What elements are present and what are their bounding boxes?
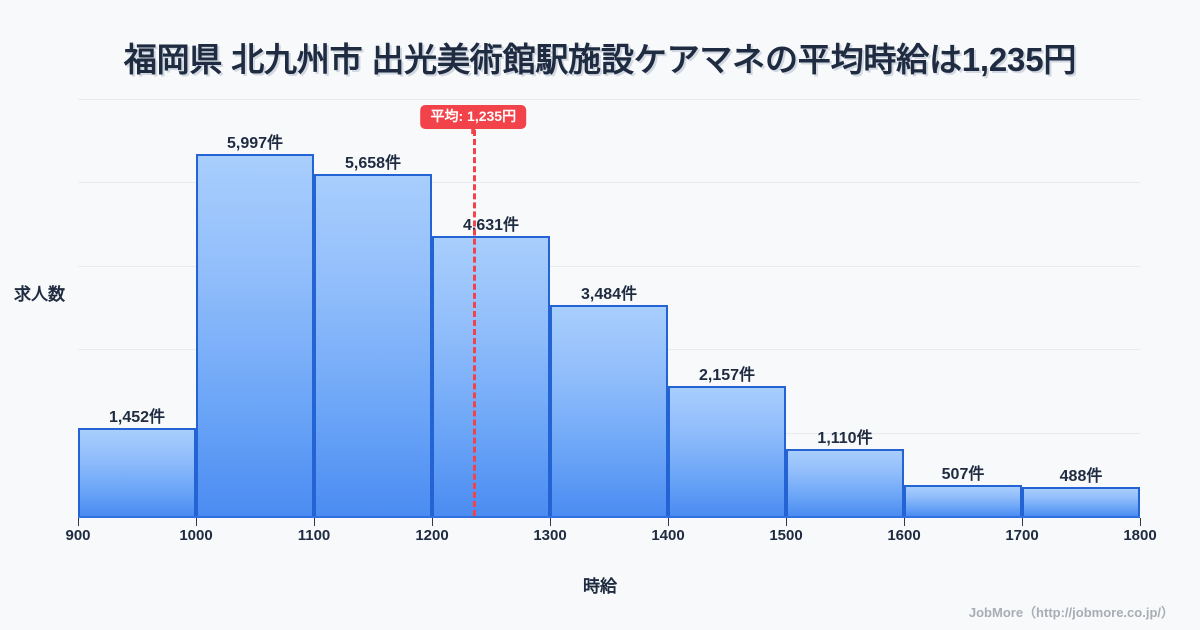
bar-value-label: 1,452件 xyxy=(108,409,166,427)
x-axis-tick xyxy=(904,518,905,526)
histogram-bar[interactable] xyxy=(1022,486,1140,516)
histogram-bar[interactable] xyxy=(668,385,786,516)
bar-value-label: 5,658件 xyxy=(344,155,402,173)
histogram-bar[interactable] xyxy=(786,448,904,516)
bar-value-label: 488件 xyxy=(1059,467,1103,485)
gridline xyxy=(78,182,1140,183)
x-axis-tick xyxy=(668,518,669,526)
x-axis-tick xyxy=(432,518,433,526)
histogram-bar[interactable] xyxy=(314,174,432,516)
x-axis-tick-label: 1400 xyxy=(651,527,685,544)
bar-value-label: 507件 xyxy=(941,466,985,484)
histogram-bar[interactable] xyxy=(78,428,196,516)
x-axis-tick xyxy=(1140,518,1141,526)
x-axis-tick-label: 1500 xyxy=(769,527,803,544)
x-axis-tick xyxy=(1022,518,1023,526)
y-axis-title: 求人数 xyxy=(14,285,65,304)
x-axis-title: 時給 xyxy=(583,577,617,596)
bar-value-label: 1,110件 xyxy=(817,429,873,447)
histogram-bar[interactable] xyxy=(904,485,1022,516)
x-axis-tick xyxy=(196,518,197,526)
gridline xyxy=(78,266,1140,267)
x-axis-tick xyxy=(550,518,551,526)
x-axis-tick-label: 1800 xyxy=(1123,527,1157,544)
bar-value-label: 5,997件 xyxy=(226,134,284,152)
bar-value-label: 4,631件 xyxy=(462,217,520,235)
average-badge: 平均: 1,235円 xyxy=(420,105,527,135)
x-axis-tick-label: 900 xyxy=(65,527,91,544)
x-axis-line xyxy=(78,516,1140,518)
watermark-footer: JobMore（http://jobmore.co.jp/） xyxy=(968,605,1174,620)
histogram-bar[interactable] xyxy=(550,305,668,516)
gridline xyxy=(78,99,1140,100)
x-axis-tick-label: 1100 xyxy=(297,527,331,544)
histogram-bar[interactable] xyxy=(432,236,550,516)
x-axis-tick-label: 1300 xyxy=(533,527,567,544)
page-title: 福岡県 北九州市 出光美術館駅施設ケアマネの平均時給は1,235円 xyxy=(123,41,1077,78)
bar-value-label: 2,157件 xyxy=(698,366,756,384)
x-axis-tick-label: 1600 xyxy=(887,527,921,544)
x-axis-tick xyxy=(78,518,79,526)
x-axis-tick-label: 1000 xyxy=(179,527,213,544)
histogram-bar[interactable] xyxy=(196,153,314,516)
x-axis-tick xyxy=(314,518,315,526)
x-axis-tick-label: 1200 xyxy=(415,527,449,544)
bar-value-label: 3,484件 xyxy=(580,286,638,304)
x-axis-tick xyxy=(786,518,787,526)
average-line xyxy=(473,130,477,516)
x-axis-tick-label: 1700 xyxy=(1005,527,1039,544)
